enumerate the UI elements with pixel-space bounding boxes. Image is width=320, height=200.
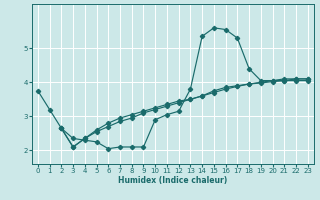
X-axis label: Humidex (Indice chaleur): Humidex (Indice chaleur) (118, 176, 228, 185)
